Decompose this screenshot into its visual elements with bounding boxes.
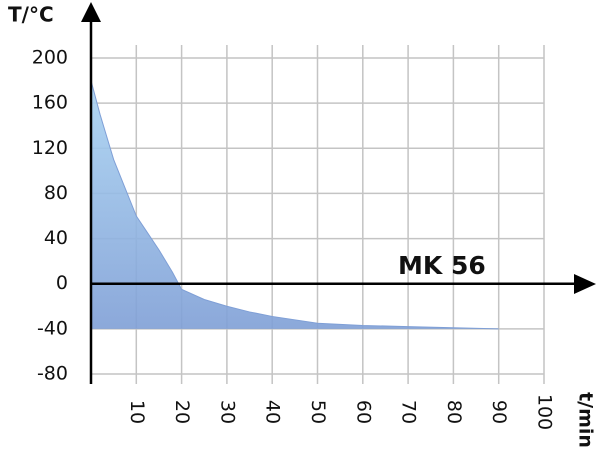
x-tick-label: 30: [216, 400, 238, 424]
x-tick-label: 70: [398, 400, 420, 424]
x-tick-label: 90: [488, 400, 510, 424]
y-tick-label: 160: [32, 92, 68, 114]
y-tick-label: 120: [32, 137, 68, 159]
x-axis-label: t/min: [575, 392, 597, 448]
x-tick-label: 50: [307, 400, 329, 424]
x-tick-label: 100: [534, 394, 556, 430]
y-tick-label: -80: [37, 363, 68, 385]
y-tick-label: 200: [32, 47, 68, 69]
x-tick-label: 80: [443, 400, 465, 424]
x-tick-label: 40: [262, 400, 284, 424]
x-axis-arrow: [574, 274, 596, 294]
annotation: MK 56: [398, 251, 486, 280]
y-axis-label: T/°C: [8, 3, 54, 27]
y-tick-label: 40: [44, 227, 68, 249]
y-tick-label: -40: [37, 317, 68, 339]
y-tick-label: 80: [44, 182, 68, 204]
x-tick-label: 20: [171, 400, 193, 424]
y-tick-label: 0: [56, 272, 68, 294]
x-tick-label: 60: [352, 400, 374, 424]
x-tick-label: 10: [126, 400, 148, 424]
area: [91, 80, 499, 329]
area-edge: [90, 80, 499, 330]
y-axis-arrow: [81, 2, 101, 22]
